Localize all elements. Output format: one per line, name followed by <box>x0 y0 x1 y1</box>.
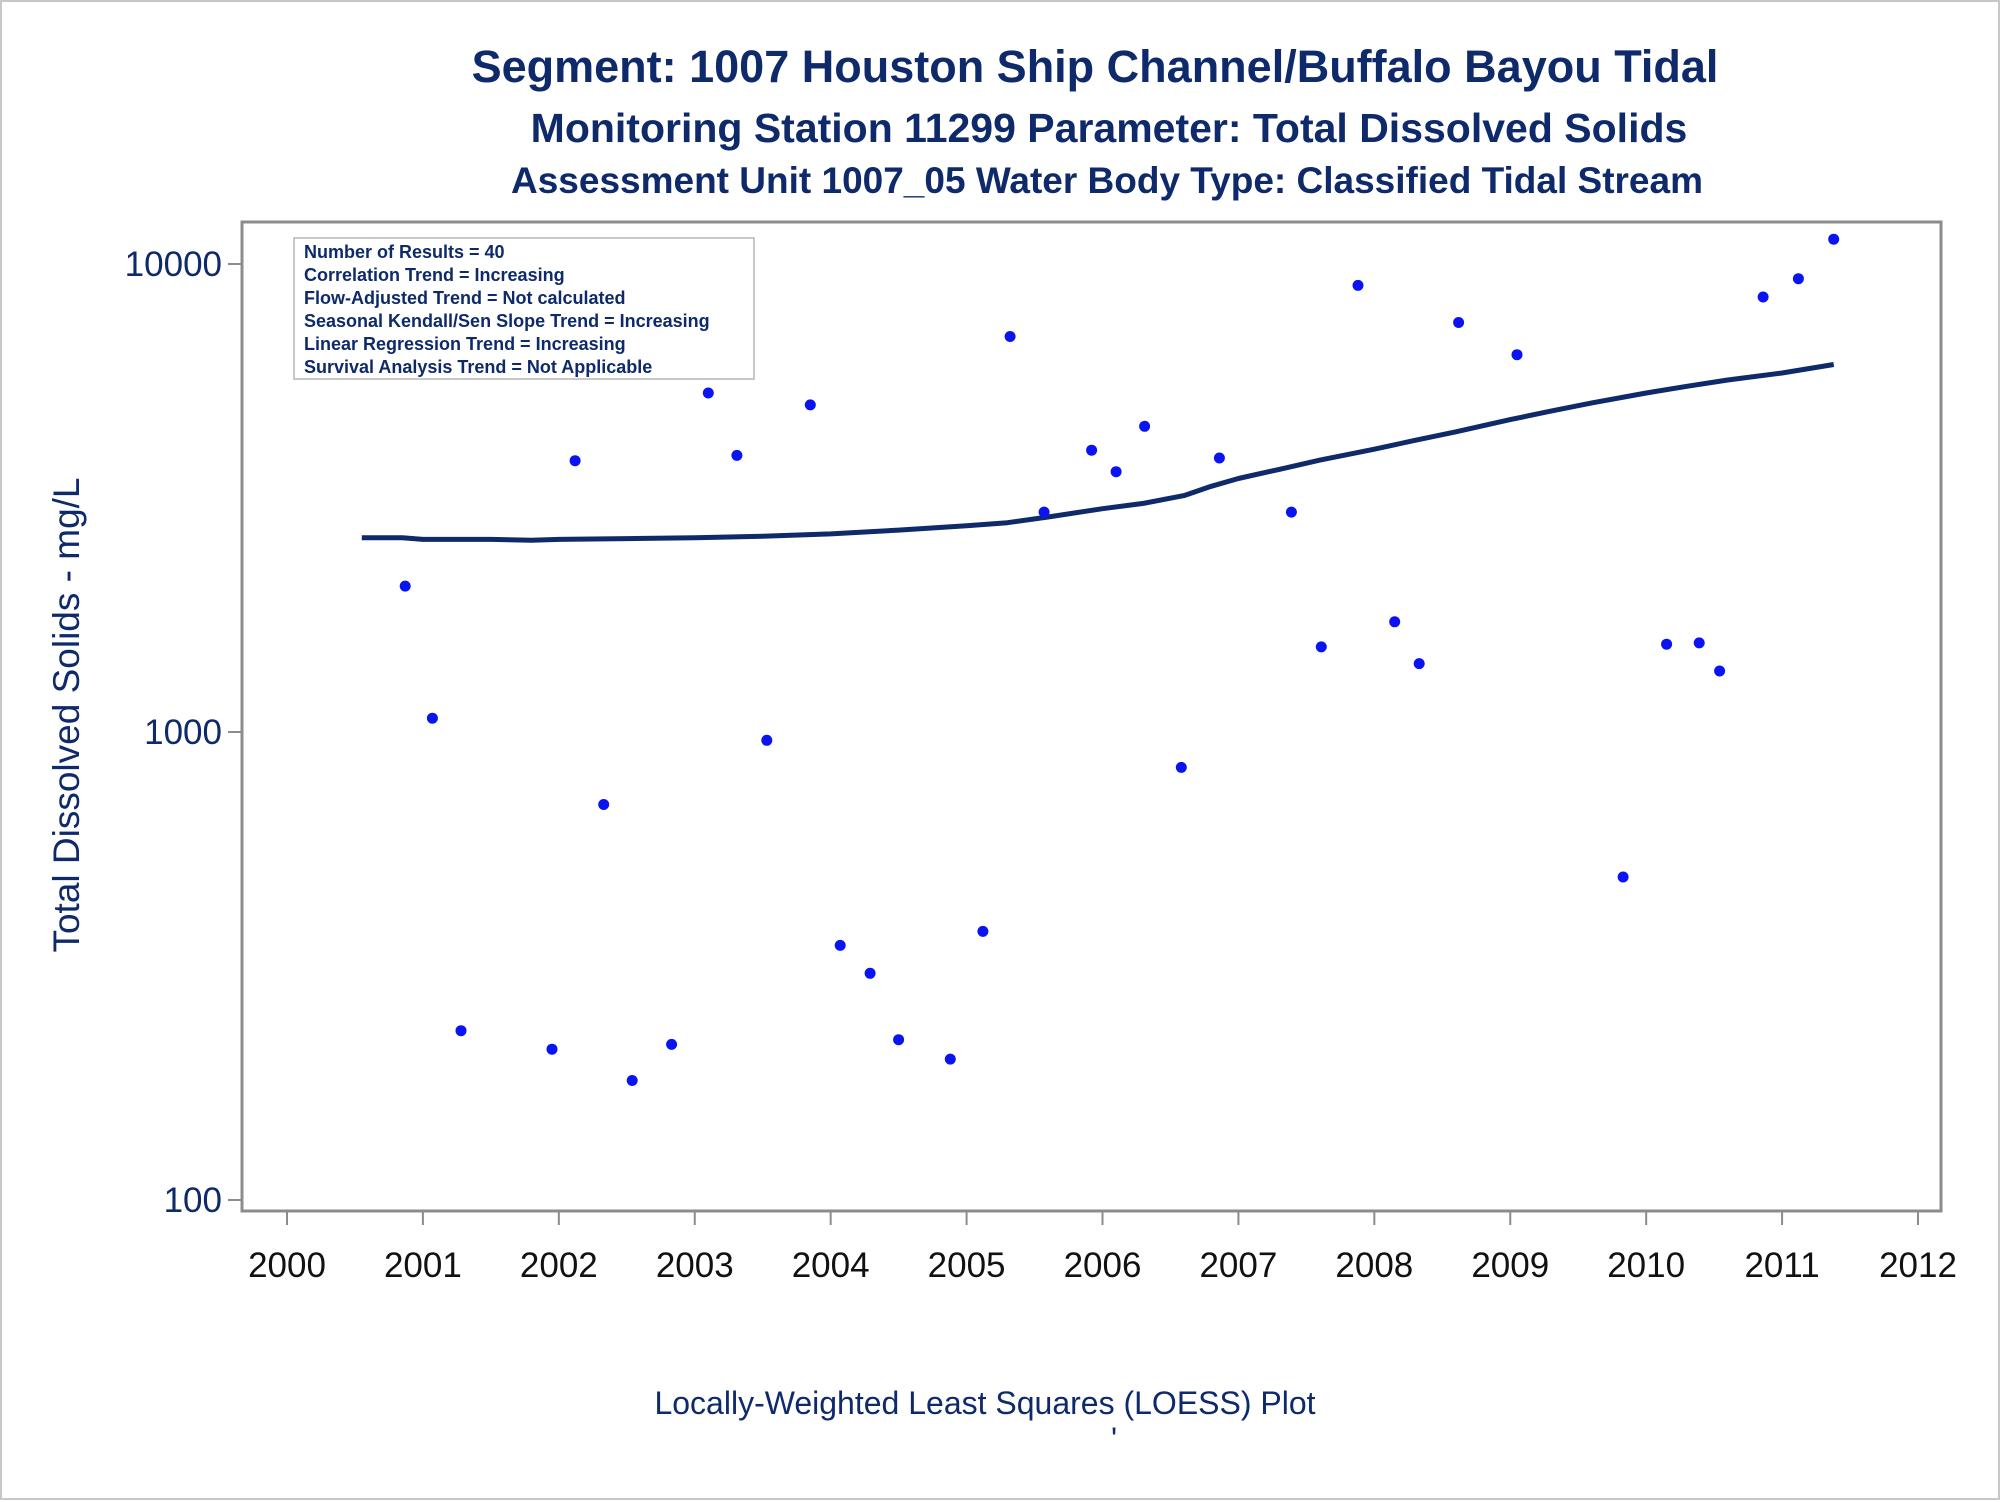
y-tick-label: 100 <box>164 1181 222 1220</box>
data-point <box>977 925 989 937</box>
chart-subtitle-assessment: Assessment Unit 1007_05 Water Body Type:… <box>511 160 1703 201</box>
data-point <box>702 387 714 399</box>
data-point <box>1285 506 1297 518</box>
data-point <box>1139 420 1151 432</box>
data-point <box>804 399 816 411</box>
data-point <box>546 1043 558 1055</box>
stats-line-survival-analysis: Survival Analysis Trend = Not Applicable <box>304 357 652 377</box>
data-point <box>834 939 846 951</box>
data-point <box>598 799 610 810</box>
footnote: Locally-Weighted Least Squares (LOESS) P… <box>654 1385 1315 1421</box>
y-axis-label: Total Dissolved Solids - mg/L <box>46 477 87 952</box>
chart-title: Segment: 1007 Houston Ship Channel/Buffa… <box>472 41 1719 92</box>
x-axis: 2000 2001 2002 2003 2004 2005 2006 2007 2008 2009… <box>248 1210 1957 1285</box>
loess-line <box>361 362 1835 543</box>
data-point <box>761 734 773 746</box>
data-point <box>1389 616 1401 628</box>
data-point <box>399 580 411 592</box>
data-point <box>1828 233 1840 245</box>
chart-subtitle-station: Monitoring Station 11299 Parameter: Tota… <box>531 105 1688 151</box>
data-point <box>1693 637 1705 649</box>
stats-box: Number of Results = 40 Correlation Trend… <box>293 237 755 380</box>
x-tick-label: 2012 <box>1879 1246 1957 1285</box>
data-point <box>1175 761 1187 773</box>
data-point <box>1413 658 1425 670</box>
data-point <box>626 1075 638 1086</box>
data-point <box>1004 331 1016 342</box>
data-point <box>1110 466 1122 478</box>
data-point <box>1792 273 1804 285</box>
data-point <box>569 455 581 467</box>
x-tick-label: 2001 <box>384 1246 462 1285</box>
data-point <box>666 1038 678 1050</box>
stats-line-linear-regression: Linear Regression Trend = Increasing <box>304 334 626 354</box>
data-point <box>426 712 438 724</box>
x-tick-label: 2008 <box>1335 1246 1413 1285</box>
x-tick-label: 2009 <box>1471 1246 1549 1285</box>
x-tick-label: 2005 <box>928 1246 1006 1285</box>
data-point <box>1213 452 1225 464</box>
stats-line-results: Number of Results = 40 <box>304 242 505 262</box>
x-tick-label: 2007 <box>1199 1246 1277 1285</box>
x-tick-label: 2006 <box>1064 1246 1142 1285</box>
data-point <box>1661 638 1673 650</box>
y-axis: 100 1000 10000 <box>125 245 243 1220</box>
footnote-tick-mark: ' <box>1111 1421 1117 1457</box>
stats-line-correlation: Correlation Trend = Increasing <box>304 265 565 285</box>
stats-line-seasonal-kendall: Seasonal Kendall/Sen Slope Trend = Incre… <box>304 311 710 331</box>
data-point <box>1038 506 1050 518</box>
x-tick-label: 2010 <box>1607 1246 1685 1285</box>
data-point <box>731 449 743 461</box>
scatter-series <box>356 233 1840 1086</box>
stats-box-border <box>293 237 755 380</box>
data-point <box>1315 641 1327 653</box>
data-point <box>944 1053 956 1065</box>
data-point <box>1757 291 1769 303</box>
stats-line-flow-adjusted: Flow-Adjusted Trend = Not calculated <box>304 288 626 308</box>
data-point <box>1511 349 1523 361</box>
data-point <box>864 967 876 979</box>
data-point <box>1086 444 1098 456</box>
data-point <box>455 1025 467 1037</box>
x-tick-label: 2002 <box>520 1246 598 1285</box>
data-point <box>893 1034 905 1046</box>
x-tick-label: 2000 <box>248 1246 326 1285</box>
loess-series <box>361 362 1835 543</box>
data-point <box>1352 279 1364 291</box>
x-tick-label: 2011 <box>1744 1246 1819 1285</box>
x-tick-label: 2003 <box>656 1246 734 1285</box>
y-tick-label: 10000 <box>125 245 222 284</box>
data-point <box>1617 871 1629 883</box>
data-point <box>1714 665 1726 677</box>
y-tick-label: 1000 <box>144 713 222 752</box>
data-point <box>1453 317 1465 328</box>
x-tick-label: 2004 <box>792 1246 870 1285</box>
